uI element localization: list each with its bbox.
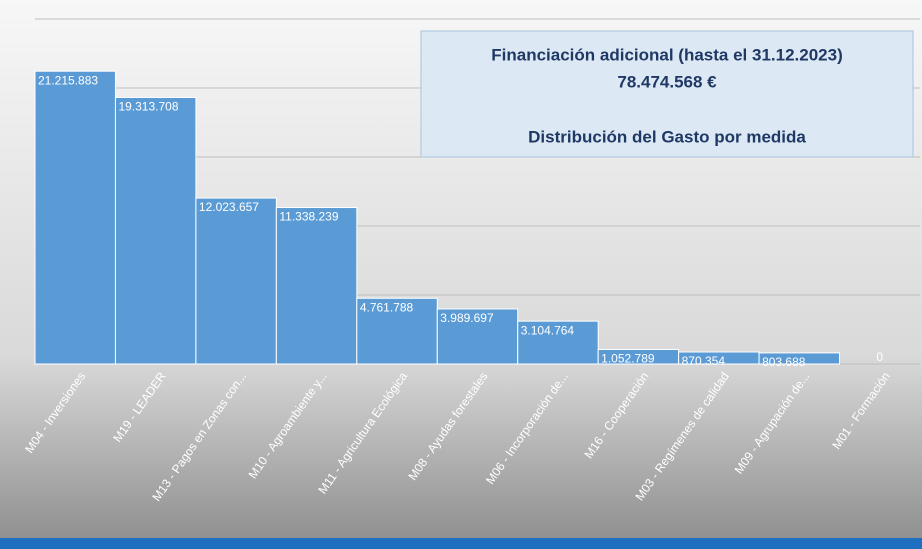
bar bbox=[436, 308, 519, 365]
value-label: 803.688 bbox=[762, 355, 806, 369]
bar bbox=[195, 197, 277, 365]
value-label: 11.338.239 bbox=[279, 210, 338, 224]
bar bbox=[114, 96, 197, 365]
bottom-strip bbox=[0, 538, 922, 549]
bar bbox=[34, 70, 116, 365]
bar bbox=[275, 207, 358, 365]
value-label: 4.761.788 bbox=[360, 300, 414, 314]
value-label: 21.215.883 bbox=[38, 73, 98, 87]
value-label: 19.313.708 bbox=[118, 100, 178, 114]
bar bbox=[758, 352, 841, 365]
value-label: 870.354 bbox=[682, 354, 726, 368]
chart-subtitle: 78.474.568 € bbox=[617, 72, 717, 91]
title-box bbox=[420, 30, 914, 158]
value-label: 12.023.657 bbox=[199, 200, 259, 214]
bar bbox=[517, 320, 599, 365]
chart-title: Financiación adicional (hasta el 31.12.2… bbox=[491, 45, 842, 64]
value-label: 3.989.697 bbox=[440, 311, 494, 325]
value-label: 0 bbox=[876, 350, 883, 364]
annotation: Distribución del Gasto por medida bbox=[528, 127, 806, 146]
value-label: 1.052.789 bbox=[601, 352, 655, 366]
value-label: 3.104.764 bbox=[521, 323, 575, 337]
